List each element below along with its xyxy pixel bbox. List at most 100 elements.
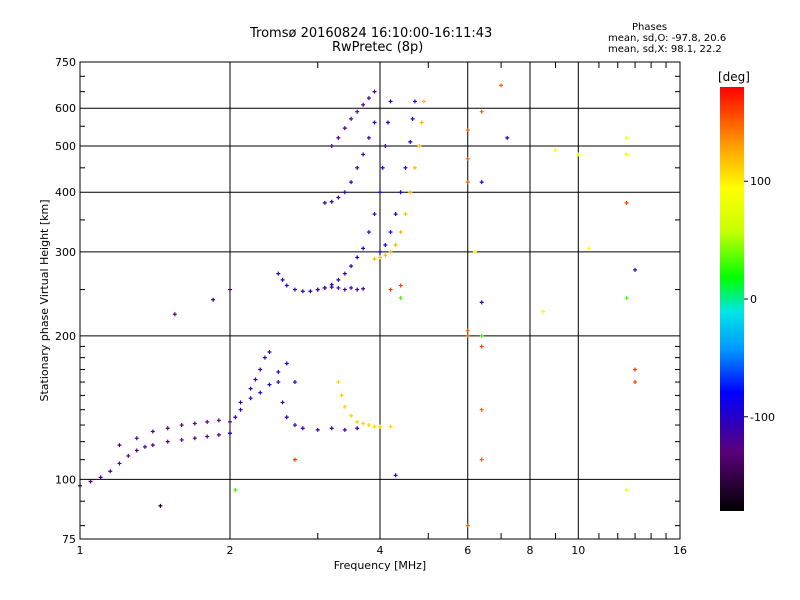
data-point bbox=[361, 152, 366, 157]
data-point bbox=[308, 289, 313, 294]
data-point bbox=[150, 443, 155, 448]
data-point bbox=[499, 83, 504, 88]
data-point bbox=[329, 285, 334, 290]
data-point bbox=[349, 413, 354, 418]
x-tick-label: 1 bbox=[77, 544, 84, 557]
data-point bbox=[329, 199, 334, 204]
data-point bbox=[355, 109, 360, 114]
data-point bbox=[284, 415, 289, 420]
data-point bbox=[349, 285, 354, 290]
data-point bbox=[378, 424, 382, 429]
data-point bbox=[410, 116, 415, 121]
data-point bbox=[408, 190, 413, 195]
x-axis-label: Frequency [MHz] bbox=[334, 559, 426, 572]
data-point bbox=[378, 255, 382, 260]
data-point bbox=[276, 380, 281, 385]
data-point bbox=[408, 139, 413, 144]
data-point bbox=[192, 421, 197, 426]
data-point bbox=[355, 419, 360, 424]
data-point bbox=[417, 143, 422, 148]
x-tick-label: 10 bbox=[571, 544, 585, 557]
data-point bbox=[262, 355, 267, 360]
data-point bbox=[192, 436, 197, 441]
data-point bbox=[179, 423, 184, 428]
data-point bbox=[388, 99, 393, 104]
data-point bbox=[300, 426, 305, 431]
data-point bbox=[361, 102, 366, 107]
data-point bbox=[541, 309, 546, 314]
data-point bbox=[412, 165, 417, 170]
data-point bbox=[633, 367, 638, 372]
data-point bbox=[108, 469, 113, 474]
y-tick-label: 100 bbox=[55, 473, 76, 486]
data-point bbox=[238, 407, 243, 412]
data-point bbox=[158, 503, 163, 508]
data-point bbox=[165, 426, 170, 431]
data-point bbox=[366, 230, 371, 235]
data-point bbox=[403, 165, 408, 170]
data-point bbox=[342, 287, 347, 292]
data-point bbox=[465, 180, 470, 185]
data-point bbox=[398, 190, 403, 195]
data-point bbox=[172, 312, 177, 317]
y-tick-label: 75 bbox=[62, 533, 76, 546]
data-point bbox=[267, 349, 272, 354]
data-point bbox=[322, 200, 327, 205]
data-point bbox=[216, 418, 221, 423]
data-point bbox=[421, 99, 426, 104]
data-point bbox=[142, 444, 147, 449]
y-tick-label: 750 bbox=[55, 56, 76, 69]
data-point bbox=[576, 152, 581, 157]
data-point bbox=[624, 135, 629, 140]
data-point bbox=[624, 152, 629, 157]
data-point bbox=[117, 461, 122, 466]
data-point bbox=[98, 475, 103, 480]
data-point bbox=[380, 165, 385, 170]
data-point bbox=[300, 289, 305, 294]
x-tick-label: 8 bbox=[527, 544, 534, 557]
data-point bbox=[336, 195, 341, 200]
data-point bbox=[624, 296, 629, 301]
data-point bbox=[126, 453, 131, 458]
data-point bbox=[361, 246, 366, 251]
data-point bbox=[280, 400, 285, 405]
data-point bbox=[366, 135, 371, 140]
data-point bbox=[472, 249, 477, 254]
data-point bbox=[398, 296, 403, 301]
data-point bbox=[205, 434, 210, 439]
data-point bbox=[329, 143, 334, 148]
data-point bbox=[372, 256, 377, 261]
data-point bbox=[165, 439, 170, 444]
data-point bbox=[336, 135, 341, 140]
phase-stats-o: mean, sd,O: -97.8, 20.6 bbox=[608, 33, 727, 44]
data-point bbox=[419, 120, 424, 125]
data-point bbox=[479, 300, 484, 305]
data-point bbox=[216, 432, 221, 437]
colorbar-tick-label: 0 bbox=[750, 293, 757, 306]
data-point bbox=[372, 89, 377, 94]
data-point bbox=[479, 109, 484, 114]
data-point bbox=[355, 255, 360, 260]
data-point bbox=[366, 423, 371, 428]
data-point bbox=[624, 200, 629, 205]
plot-frame bbox=[79, 61, 681, 540]
data-point bbox=[248, 396, 253, 401]
data-point bbox=[465, 156, 470, 161]
colorbar bbox=[720, 87, 744, 511]
data-point bbox=[276, 369, 281, 374]
data-point bbox=[355, 426, 360, 431]
data-point bbox=[315, 427, 320, 432]
data-point bbox=[355, 287, 360, 292]
y-tick-label: 400 bbox=[55, 186, 76, 199]
data-point bbox=[228, 287, 232, 292]
data-point bbox=[233, 488, 238, 493]
phase-stats-x: mean, sd,X: 98.1, 22.2 bbox=[608, 44, 722, 55]
data-point bbox=[361, 286, 366, 291]
data-point bbox=[349, 180, 354, 185]
phase-stats-heading: Phases bbox=[632, 22, 668, 33]
data-point bbox=[624, 488, 629, 493]
data-point bbox=[233, 415, 238, 420]
data-point bbox=[383, 253, 388, 258]
data-point bbox=[150, 429, 155, 434]
